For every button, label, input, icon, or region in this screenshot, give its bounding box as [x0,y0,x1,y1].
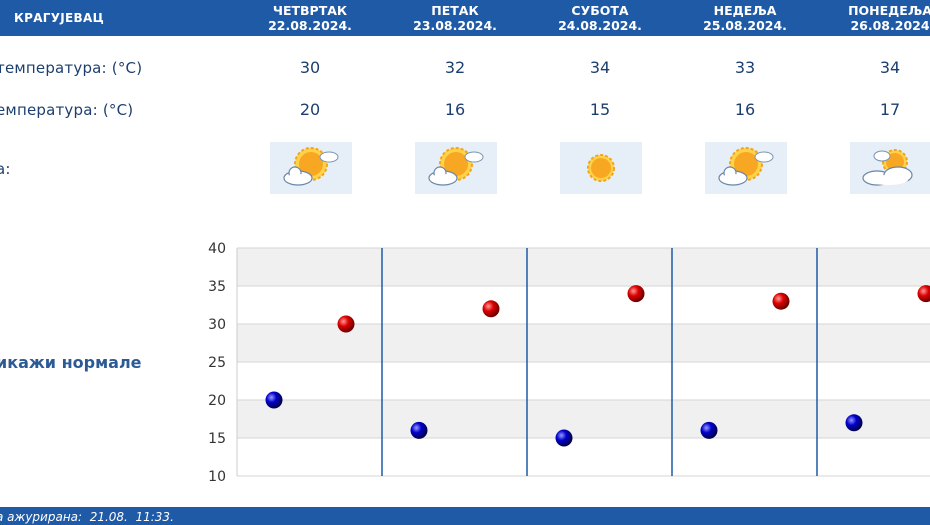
day-date: 26.08.2024 [850,18,930,33]
max-temp-point [337,315,355,333]
cloud-sun-icon [850,142,930,194]
sun-icon [560,142,642,194]
min-temp-point [700,421,718,439]
day-date: 23.08.2024. [413,18,497,33]
max-temp-point [772,292,790,310]
min-temp-value: 20 [299,100,321,119]
day-name: ПЕТАК [431,3,479,18]
day-header-4: НЕДЕЉА 25.08.2024. [690,3,800,33]
show-normals-link[interactable]: икажи нормале [0,353,142,372]
min-temp-point [410,421,428,439]
min-temp-value: 16 [734,100,756,119]
y-tick-label: 35 [208,279,226,295]
day-name: СУБОТА [571,3,629,18]
max-temp-point [627,285,645,303]
day-header-3: СУБОТА 24.08.2024. [545,3,655,33]
max-temp-point [917,285,930,303]
min-temp-label: емпература: (°C) [0,101,134,119]
footer-bar: а ажурирана: 21.08. 11:33. [0,507,930,525]
city-name: КРАГУЈЕВАЦ [14,11,105,25]
min-temp-value: 17 [879,100,901,119]
max-temp-label: температура: (°C) [0,59,143,77]
forecast-header: КРАГУЈЕВАЦ ЧЕТВРТАК 22.08.2024. ПЕТАК 23… [0,0,930,36]
sun-cloud-icon [415,142,497,194]
sun-cloud-icon [270,142,352,194]
max-temp-value: 32 [444,58,466,77]
max-temp-value: 33 [734,58,756,77]
min-temp-value: 16 [444,100,466,119]
day-header-2: ПЕТАК 23.08.2024. [400,3,510,33]
last-updated: а ажурирана: 21.08. 11:33. [0,510,174,524]
weather-label: а: [0,160,11,178]
max-temp-value: 34 [589,58,611,77]
y-tick-label: 40 [208,241,226,257]
day-date: 22.08.2024. [268,18,352,33]
y-tick-label: 25 [208,355,226,371]
y-tick-label: 30 [208,317,226,333]
day-name: НЕДЕЉА [713,3,777,18]
day-name: ЧЕТВРТАК [272,3,348,18]
min-temp-point [845,414,863,432]
y-tick-label: 10 [208,469,226,485]
day-date: 25.08.2024. [703,18,787,33]
max-temp-value: 34 [879,58,901,77]
day-date: 24.08.2024. [558,18,642,33]
max-temp-point [482,300,500,318]
day-header-1: ЧЕТВРТАК 22.08.2024. [255,3,365,33]
day-name: ПОНЕДЕЉА [848,3,930,18]
sun-cloud-icon [705,142,787,194]
min-temp-point [265,391,283,409]
min-temp-value: 15 [589,100,611,119]
y-tick-label: 15 [208,431,226,447]
grid-band [237,400,930,438]
day-header-5: ПОНЕДЕЉА 26.08.2024 [835,3,930,33]
min-temp-point [555,429,573,447]
grid-band [237,324,930,362]
max-temp-value: 30 [299,58,321,77]
grid-band [237,248,930,286]
y-tick-label: 20 [208,393,226,409]
